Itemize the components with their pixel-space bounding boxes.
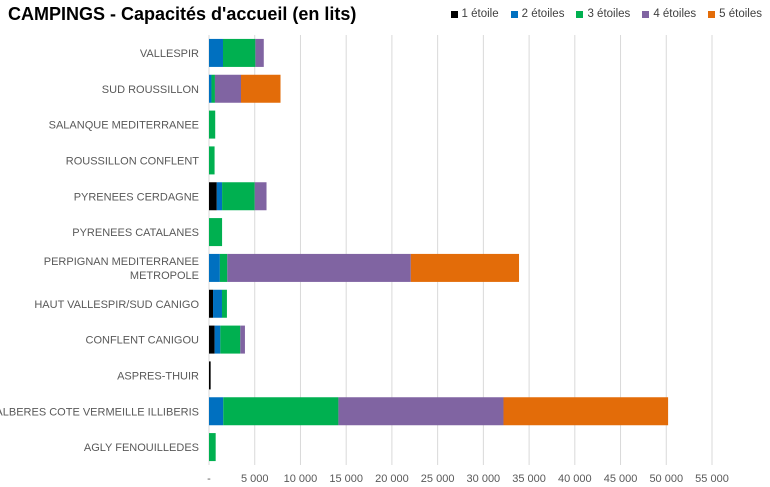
bar-segment — [254, 182, 267, 211]
category-label: VALLESPIR — [140, 48, 199, 60]
category-label: CONFLENT CANIGOU — [86, 335, 200, 347]
legend-label: 1 étoile — [461, 8, 499, 20]
category-label: HAUT VALLESPIR/SUD CANIGO — [34, 299, 199, 311]
bar-segment — [240, 325, 245, 354]
category-label: ALBERES COTE VERMEILLE ILLIBERIS — [0, 406, 199, 418]
bar-segment — [213, 289, 222, 318]
bar-segment — [209, 325, 215, 354]
bar-segment — [338, 397, 504, 426]
category-label: ROUSSILLON CONFLENT — [66, 155, 200, 167]
bar-segment — [410, 253, 520, 282]
x-tick-label: 30 000 — [467, 473, 501, 485]
x-tick-label: 15 000 — [329, 473, 363, 485]
legend: 1 étoile 2 étoiles 3 étoiles 4 étoiles 5 éto… — [450, 8, 762, 20]
legend-swatch — [576, 10, 584, 18]
legend-swatch — [510, 10, 518, 18]
category-label: SALANQUE MEDITERRANEE — [49, 120, 199, 132]
category-label: PYRENEES CATALANES — [72, 227, 199, 239]
bar-segment — [222, 182, 255, 211]
bar-segment — [209, 253, 220, 282]
bar-segment — [214, 74, 242, 103]
bar-segment — [214, 325, 221, 354]
bar-segment — [209, 110, 216, 139]
bar-segment — [255, 38, 264, 67]
bar-segment — [209, 146, 215, 175]
category-label: METROPOLE — [130, 270, 199, 282]
bar-segment — [227, 253, 411, 282]
bar-segment — [209, 182, 217, 211]
legend-swatch — [708, 10, 716, 18]
category-label: AGLY FENOUILLEDES — [84, 442, 199, 454]
bar-segment — [209, 433, 216, 462]
x-tick-label: 10 000 — [284, 473, 318, 485]
category-label: PYRENEES CERDAGNE — [74, 191, 199, 203]
chart-title: CAMPINGS - Capacités d'accueil (en lits) — [8, 4, 357, 24]
x-tick-label: 45 000 — [604, 473, 638, 485]
legend-swatch — [642, 10, 650, 18]
legend-item: 2 étoiles — [510, 8, 565, 20]
legend-item: 1 étoile — [450, 8, 499, 20]
bar-segment — [220, 325, 241, 354]
legend-label: 3 étoiles — [587, 8, 631, 20]
bar-segment — [241, 74, 281, 103]
legend-label: 2 étoiles — [521, 8, 565, 20]
bar-segment — [221, 289, 227, 318]
bar-segment — [223, 397, 339, 426]
bar-segment — [219, 253, 228, 282]
bar-segment — [209, 289, 214, 318]
x-tick-label: 55 000 — [695, 473, 729, 485]
bar-segment — [209, 218, 223, 247]
bar-segment — [209, 38, 223, 67]
x-tick-label: 35 000 — [512, 473, 546, 485]
x-tick-label: 50 000 — [649, 473, 683, 485]
legend-item: 3 étoiles — [576, 8, 630, 20]
x-tick-label: 5 000 — [241, 473, 269, 485]
category-label: PERPIGNAN MEDITERRANEE — [44, 256, 199, 268]
legend-label: 5 étoiles — [719, 8, 762, 20]
legend-item: 5 étoiles — [708, 8, 762, 20]
legend-label: 4 étoiles — [653, 8, 697, 20]
bar-segment — [211, 74, 215, 103]
category-label: ASPRES-THUIR — [117, 370, 199, 382]
bar-segment — [503, 397, 669, 426]
legend-item: 4 étoiles — [642, 8, 696, 20]
x-tick-label: 40 000 — [558, 473, 592, 485]
bar-segment — [209, 361, 211, 390]
x-tick-label: 25 000 — [421, 473, 455, 485]
x-tick-label: - — [207, 473, 211, 485]
bar-segment — [222, 38, 256, 67]
bar-segment — [216, 182, 223, 211]
bar-segment — [209, 397, 224, 426]
x-tick-label: 20 000 — [375, 473, 409, 485]
category-label: SUD ROUSSILLON — [102, 84, 199, 96]
legend-swatch — [450, 10, 458, 18]
bar-segment — [209, 74, 212, 103]
